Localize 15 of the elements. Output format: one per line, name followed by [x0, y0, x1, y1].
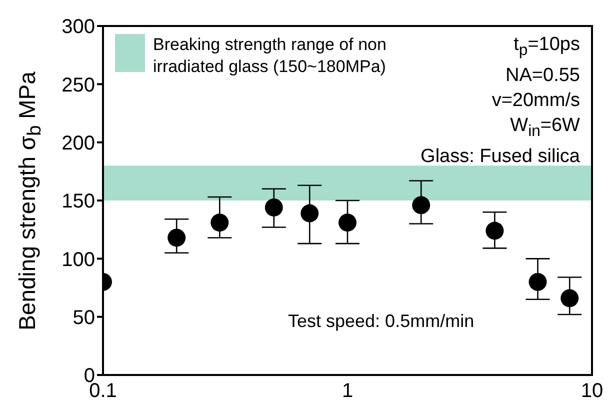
y-tick-label: 50	[72, 306, 95, 329]
annotation: t$_{p}$=10ps	[514, 34, 580, 59]
annotation: NA=0.55	[506, 64, 580, 86]
annotation: v=20mm/s	[492, 90, 580, 111]
legend-label: Breaking strength range of non irradiated glass (150~180MPa)	[153, 34, 388, 78]
y-tick-label: 250	[62, 74, 95, 96]
x-tick-label: 10	[580, 380, 604, 402]
annotation: Glass: Fused silica	[420, 146, 580, 167]
y-tick-label: 100	[62, 248, 95, 271]
annotation: W$_{in}$=6W	[510, 114, 580, 140]
y-tick-label: 150	[62, 190, 95, 213]
x-tick-label: 1	[342, 380, 354, 402]
y-tick-label: 200	[62, 132, 95, 154]
annotation: Test speed: 0.5mm/min	[288, 311, 474, 331]
y-tick-label: 300	[62, 16, 95, 38]
